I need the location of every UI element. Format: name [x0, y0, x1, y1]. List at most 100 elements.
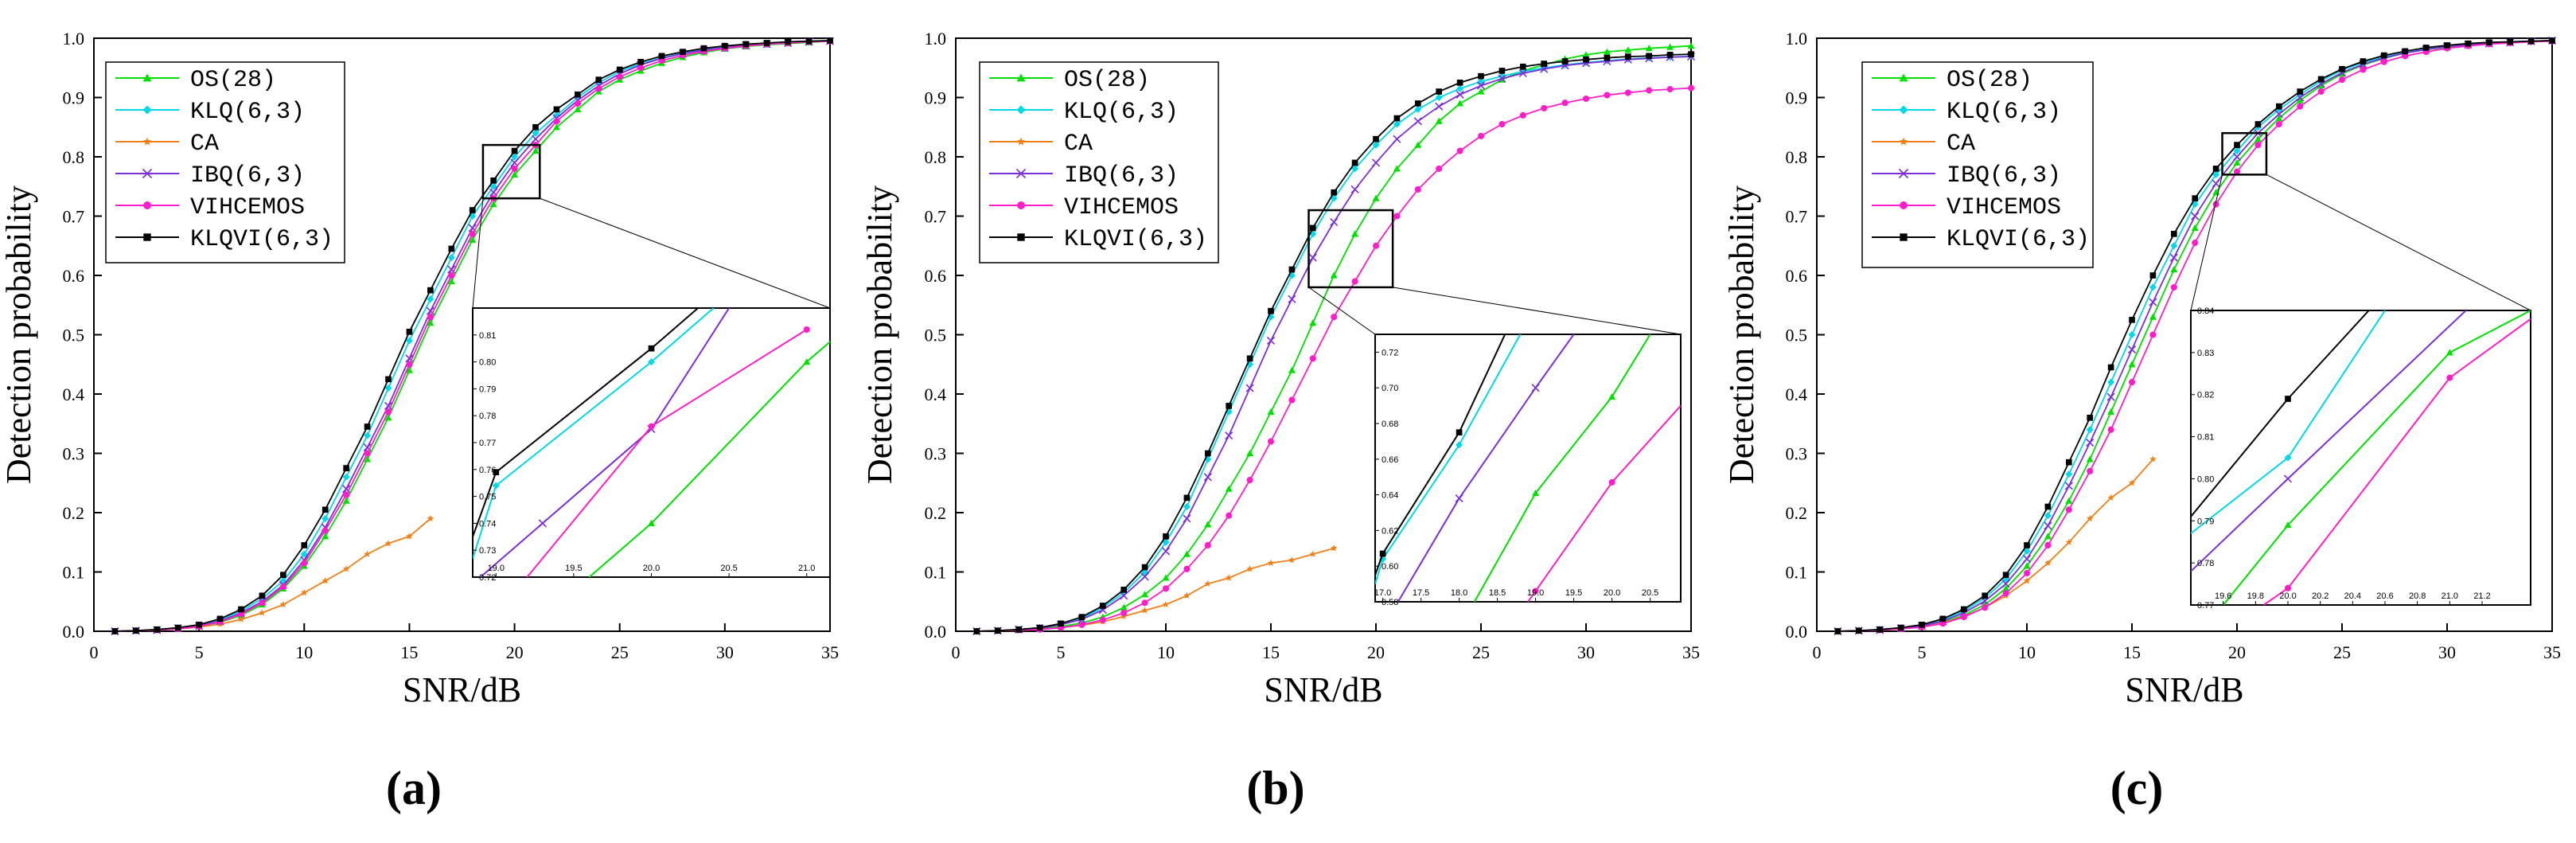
data-point-b-KLQ(6,3): [1183, 503, 1191, 511]
legend-marker-b-KLQ(6,3): [1016, 105, 1026, 115]
data-point-b-IBQ(6,3): [1161, 547, 1171, 556]
data-point-b-IBQ(6,3): [1183, 514, 1191, 523]
data-point-a-KLQVI(6,3): [827, 37, 833, 44]
y-tick-label-c: 0.9: [1786, 88, 1808, 108]
data-point-a-VIHCEMOS: [322, 527, 329, 534]
data-point-c-VIHCEMOS: [2065, 506, 2072, 513]
data-point-c-KLQVI(6,3): [2192, 195, 2199, 201]
data-point-b-IBQ(6,3): [1498, 74, 1506, 83]
data-point-a-KLQVI(6,3): [511, 147, 518, 154]
inset-x-tick-label-a: 20.5: [720, 564, 737, 573]
inset-frame-c: [2190, 310, 2531, 606]
legend-label-a-CA: CA: [190, 131, 219, 158]
data-point-a-KLQVI(6,3): [700, 45, 707, 52]
data-point-a-OS(28): [342, 497, 350, 504]
inset-data-point-b-VIHCEMOS: [1608, 478, 1615, 486]
y-tick-label-c: 1.0: [1786, 29, 1808, 49]
x-tick-label-b: 25: [1472, 642, 1490, 662]
inset-y-tick-label-a: 0.78: [479, 412, 496, 421]
data-point-b-CA: [1225, 574, 1233, 581]
data-point-c-KLQVI(6,3): [2254, 121, 2262, 127]
data-point-b-VIHCEMOS: [1414, 185, 1421, 193]
inset-y-tick-label-a: 0.80: [479, 358, 496, 368]
y-tick-label-a: 0.1: [63, 563, 85, 583]
data-point-b-VIHCEMOS: [1288, 396, 1296, 404]
data-point-b-CA: [1288, 556, 1296, 564]
data-point-b-OS(28): [1624, 46, 1632, 53]
data-point-c-VIHCEMOS: [2087, 467, 2094, 474]
legend-label-c-VIHCEMOS: VIHCEMOS: [1947, 194, 2061, 221]
data-point-c-VIHCEMOS: [1960, 614, 1967, 621]
data-point-c-CA: [2065, 538, 2073, 545]
x-tick-label-c: 5: [1918, 642, 1927, 662]
x-axis-title-a: SNR/dB: [403, 670, 521, 709]
data-point-b-OS(28): [1162, 574, 1170, 581]
inset-data-point-c-KLQVI(6,3): [2285, 396, 2291, 402]
data-point-c-VIHCEMOS: [1939, 620, 1947, 627]
data-point-b-KLQ(6,3): [1351, 165, 1359, 173]
x-tick-label-a: 15: [400, 642, 418, 662]
data-point-b-OS(28): [1183, 550, 1191, 557]
inset-series-line-c-VIHCEMOS: [2262, 318, 2531, 605]
data-point-a-KLQ(6,3): [532, 129, 540, 137]
data-point-b-KLQ(6,3): [1456, 84, 1464, 92]
legend-label-b-OS(28): OS(28): [1064, 67, 1150, 94]
x-tick-label-a: 10: [295, 642, 313, 662]
inset-series-line-b-IBQ(6,3): [1397, 334, 1575, 602]
legend-marker-a-OS(28): [142, 73, 152, 82]
inset-data-point-a-KLQVI(6,3): [493, 469, 500, 476]
data-point-b-KLQVI(6,3): [1351, 159, 1358, 166]
data-point-c-KLQ(6,3): [2065, 470, 2073, 478]
data-point-a-OS(28): [427, 319, 435, 326]
x-tick-label-b: 0: [952, 642, 961, 662]
data-point-c-KLQ(6,3): [2107, 378, 2115, 386]
inset-y-tick-label-b: 0.72: [1382, 348, 1398, 357]
inset-y-tick-label-a: 0.75: [479, 493, 496, 502]
data-point-a-OS(28): [552, 123, 560, 131]
inset-data-point-b-VIHCEMOS: [1532, 587, 1539, 595]
x-tick-label-c: 25: [2333, 642, 2351, 662]
data-point-a-OS(28): [511, 170, 519, 178]
inset-y-tick-label-c: 0.82: [2197, 391, 2214, 400]
data-point-c-CA: [2086, 514, 2094, 522]
data-point-c-IBQ(6,3): [2086, 439, 2095, 447]
y-tick-label-b: 1.0: [925, 29, 947, 49]
chart-c: 0 5 10 15 20 25 30 35 0.0 0.1 0.2 0.3 0.4 0.5 0.6 0.7 0.…: [1722, 29, 2561, 814]
data-point-a-VIHCEMOS: [616, 73, 623, 80]
data-point-b-KLQVI(6,3): [1541, 60, 1548, 67]
data-point-a-KLQVI(6,3): [637, 58, 644, 65]
data-point-a-CA: [301, 589, 308, 596]
data-point-b-VIHCEMOS: [1666, 86, 1674, 93]
data-point-a-KLQVI(6,3): [280, 572, 286, 579]
inset-y-tick-label-b: 0.62: [1382, 526, 1398, 536]
data-point-a-KLQ(6,3): [342, 473, 350, 481]
data-point-b-CA: [1246, 565, 1253, 572]
inset-series-line-a-KLQ(6,3): [473, 308, 715, 559]
data-point-b-KLQVI(6,3): [1436, 88, 1443, 95]
data-point-a-IBQ(6,3): [384, 401, 393, 410]
data-point-c-VIHCEMOS: [1982, 604, 1989, 611]
data-point-b-IBQ(6,3): [1456, 90, 1464, 99]
data-point-b-KLQVI(6,3): [1099, 603, 1106, 609]
data-point-c-KLQVI(6,3): [2549, 37, 2555, 44]
data-point-b-KLQVI(6,3): [1393, 115, 1401, 122]
data-point-b-CA: [1183, 591, 1191, 599]
data-point-b-IBQ(6,3): [1203, 473, 1212, 482]
data-point-b-VIHCEMOS: [1477, 132, 1485, 139]
data-point-c-IBQ(6,3): [2001, 580, 2010, 588]
x-axis-title-b: SNR/dB: [1264, 670, 1382, 709]
inset-plot-c: [2191, 310, 2531, 605]
data-point-b-VIHCEMOS: [1582, 95, 1590, 103]
inset-series-line-b-KLQ(6,3): [1375, 334, 1522, 584]
data-point-c-OS(28): [2254, 135, 2262, 142]
inset-frame-b: [1374, 334, 1682, 603]
x-tick-label-c: 30: [2438, 642, 2456, 662]
inset-series-line-a-IBQ(6,3): [480, 308, 730, 577]
y-tick-label-a: 0.7: [63, 207, 85, 227]
legend-marker-b-CA: [1016, 137, 1026, 146]
inset-x-tick-label-b: 18.0: [1451, 588, 1467, 598]
data-point-a-KLQVI(6,3): [385, 376, 392, 383]
data-point-c-VIHCEMOS: [2044, 541, 2052, 549]
y-axis-title-a: Detection probability: [0, 185, 38, 484]
x-tick-label-b: 20: [1367, 642, 1385, 662]
